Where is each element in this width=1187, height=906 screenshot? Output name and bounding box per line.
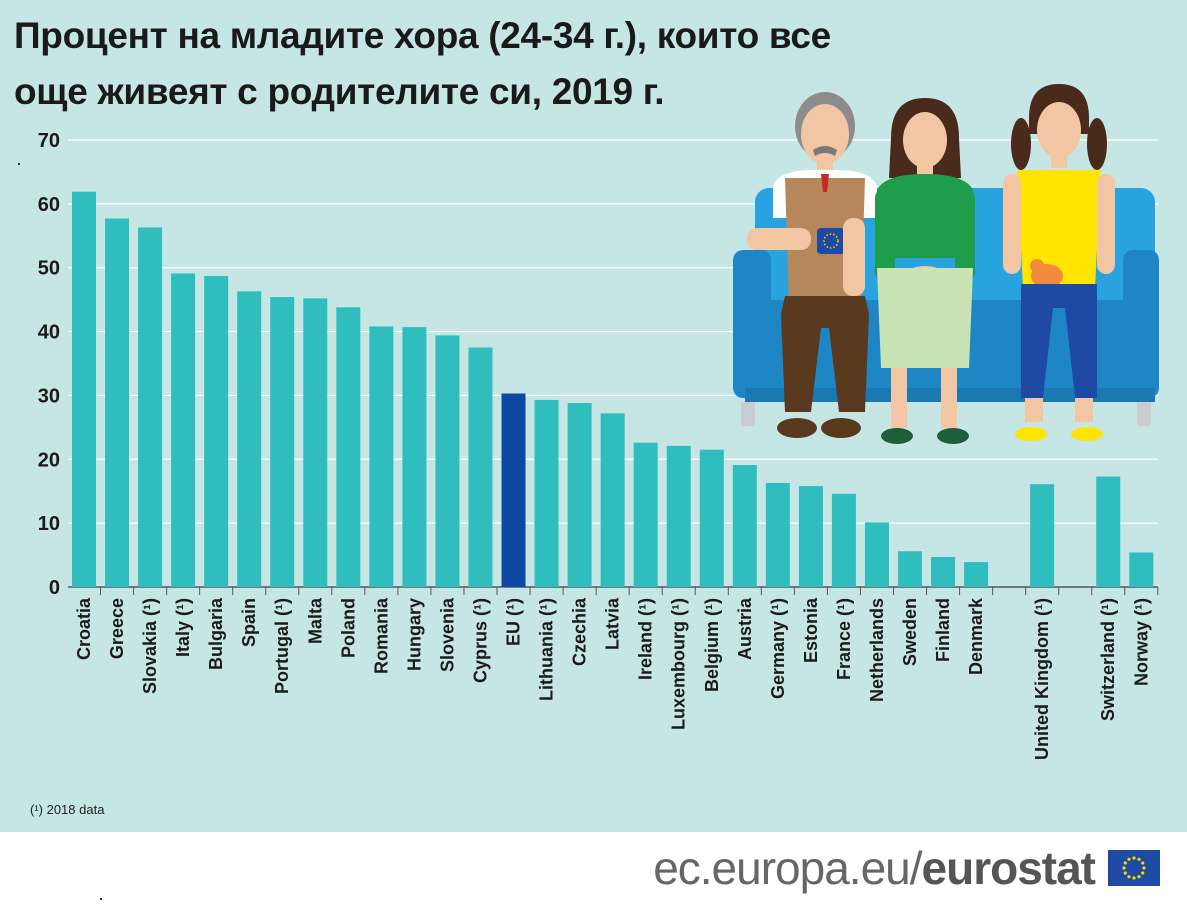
x-tick-label: Cyprus (¹)	[470, 598, 490, 683]
x-tick-label: Greece	[107, 598, 127, 659]
bar-poland	[336, 307, 361, 587]
bar-luxembourg	[666, 445, 691, 587]
bar-norway	[1129, 552, 1154, 587]
bar-denmark	[964, 562, 989, 587]
bar-germany	[765, 482, 790, 587]
x-tick-label: Finland	[933, 598, 953, 662]
family-on-sofa-illustration	[733, 84, 1159, 444]
y-tick-label: 30	[38, 385, 60, 407]
bar-sweden	[898, 551, 922, 587]
y-tick-label: 20	[38, 449, 60, 471]
bar-netherlands	[864, 522, 889, 587]
eu-flag-icon	[1108, 850, 1160, 886]
bar-ireland	[633, 442, 658, 587]
bar-united-kingdom	[1030, 484, 1055, 587]
x-tick-label: Spain	[239, 598, 259, 647]
bar-portugal	[270, 297, 295, 587]
x-tick-label: Romania	[371, 597, 391, 674]
bar-latvia	[600, 413, 625, 587]
bar-slovenia	[435, 335, 460, 587]
bar-belgium	[699, 449, 724, 587]
x-tick-label: Netherlands	[867, 598, 887, 702]
bar-malta	[303, 298, 328, 587]
chart-background	[0, 0, 1187, 832]
footer-url-brand: eurostat	[921, 842, 1096, 894]
stray-dot	[100, 898, 102, 900]
bar-france	[831, 493, 856, 587]
bar-italy	[171, 273, 196, 587]
x-tick-label: Switzerland (¹)	[1098, 598, 1118, 721]
bar-finland	[931, 556, 956, 587]
x-tick-label: Germany (¹)	[768, 598, 788, 699]
y-tick-label: 0	[49, 577, 60, 599]
x-tick-label: Belgium (¹)	[702, 598, 722, 692]
x-tick-label: France (¹)	[834, 598, 854, 680]
chart-title-line-1: Процент на младите хора (24-34 г.), коит…	[14, 15, 831, 56]
y-tick-label: 40	[38, 322, 60, 344]
x-tick-label: Slovakia (¹)	[140, 598, 160, 694]
x-tick-label: Bulgaria	[206, 597, 226, 670]
bar-estonia	[798, 486, 823, 587]
x-tick-label: Slovenia	[437, 597, 457, 672]
x-tick-label: EU (¹)	[504, 598, 524, 646]
x-tick-label: Denmark	[966, 597, 986, 675]
x-tick-label: Croatia	[74, 597, 94, 660]
x-tick-label: Italy (¹)	[173, 598, 193, 657]
bar-croatia	[72, 191, 96, 587]
bar-slovakia	[138, 227, 163, 587]
y-tick-label: 10	[38, 513, 60, 535]
x-tick-label: Malta	[305, 597, 325, 644]
y-tick-label: 50	[38, 258, 60, 280]
bar-cyprus	[468, 347, 493, 587]
bar-bulgaria	[204, 276, 229, 587]
bar-greece	[105, 218, 130, 587]
x-tick-label: Luxembourg (¹)	[669, 598, 689, 730]
bar-hungary	[402, 327, 427, 587]
chart-title: Процент на младите хора (24-34 г.), коит…	[14, 8, 831, 120]
x-tick-label: Poland	[338, 598, 358, 658]
x-tick-label: Austria	[735, 597, 755, 660]
bar-eu	[501, 393, 526, 587]
x-tick-label: Hungary	[404, 598, 424, 671]
footnote: (¹) 2018 data	[30, 802, 105, 817]
x-tick-label: Lithuania (¹)	[537, 598, 557, 701]
x-tick-label: Latvia	[603, 597, 623, 650]
y-tick-label: 60	[38, 194, 60, 216]
bar-spain	[237, 291, 262, 587]
x-tick-label: United Kingdom (¹)	[1032, 598, 1052, 760]
x-tick-label: Ireland (¹)	[636, 598, 656, 680]
bar-austria	[732, 465, 757, 587]
bar-lithuania	[534, 399, 559, 587]
footer-url[interactable]: ec.europa.eu/eurostat	[653, 838, 1096, 898]
bar-romania	[369, 326, 394, 587]
bar-czechia	[567, 403, 592, 587]
stray-dot	[18, 163, 20, 165]
bar-chart: 0 10 20 30 40 50 60 70 Croatia Greece Slovakia (¹)…	[38, 130, 1159, 760]
x-tick-label: Norway (¹)	[1131, 598, 1151, 686]
y-tick-label: 70	[38, 130, 60, 152]
x-tick-label: Portugal (¹)	[272, 598, 292, 694]
bar-switzerland	[1096, 476, 1121, 587]
chart-title-line-2: още живеят с родителите си, 2019 г.	[14, 71, 665, 112]
x-tick-label: Czechia	[570, 597, 590, 666]
x-tick-label: Sweden	[900, 598, 920, 666]
x-tick-label: Estonia	[801, 597, 821, 663]
footer-url-plain: ec.europa.eu/	[653, 842, 922, 894]
